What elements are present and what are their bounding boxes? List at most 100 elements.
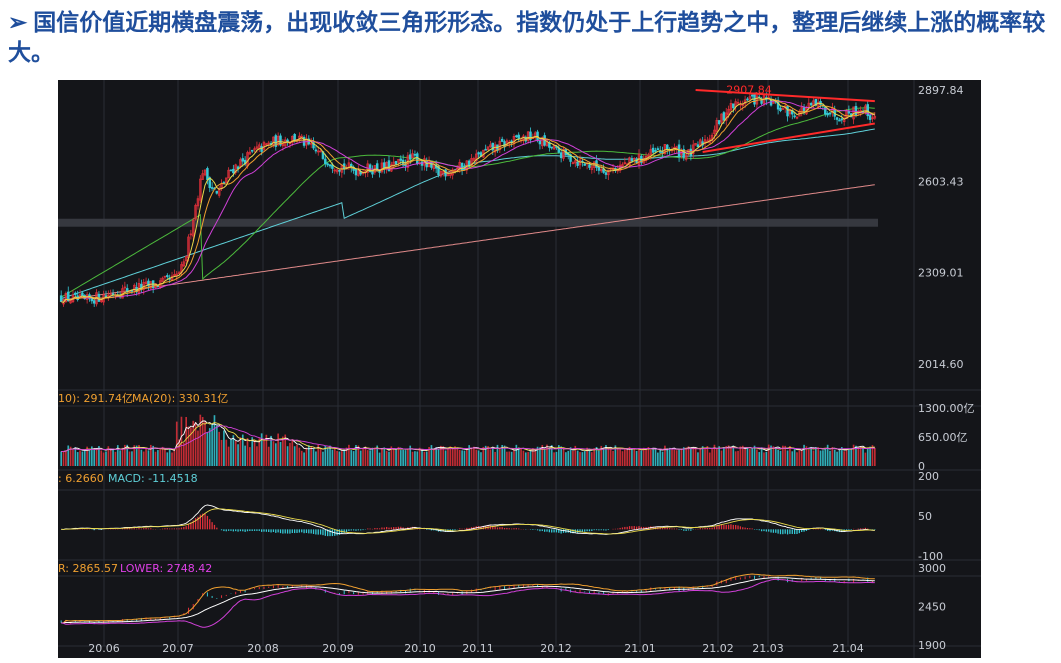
volume-bar bbox=[605, 445, 607, 466]
volume-bar bbox=[371, 447, 374, 466]
price-axis-label: 2897.84 bbox=[918, 84, 964, 97]
volume-bar bbox=[138, 444, 140, 466]
candle-body bbox=[217, 188, 221, 196]
volume-bar bbox=[730, 446, 732, 466]
candle-body bbox=[293, 134, 296, 141]
volume-bar bbox=[484, 445, 487, 466]
volume-bar bbox=[833, 449, 836, 466]
volume-bar bbox=[60, 451, 63, 466]
candle-body bbox=[74, 292, 77, 295]
volume-bar bbox=[543, 449, 546, 466]
candle-body bbox=[380, 162, 384, 173]
volume-bar bbox=[152, 445, 154, 466]
volume-bar bbox=[220, 439, 223, 466]
volume-bar bbox=[149, 444, 152, 466]
volume-bar bbox=[510, 451, 513, 466]
candle-body bbox=[583, 163, 586, 166]
candle-body bbox=[628, 157, 631, 166]
volume-bar bbox=[227, 446, 230, 466]
candle-body bbox=[824, 106, 827, 115]
volume-bar bbox=[822, 450, 824, 466]
volume-bar bbox=[232, 435, 235, 466]
candle-body bbox=[335, 169, 339, 173]
volume-bar bbox=[359, 450, 362, 466]
volume-bar bbox=[93, 448, 96, 466]
candle-body bbox=[682, 149, 686, 158]
volume-bar bbox=[440, 445, 442, 466]
volume-bar bbox=[159, 449, 162, 466]
boll-lower-line bbox=[61, 578, 875, 628]
volume-bar bbox=[857, 447, 860, 466]
volume-bar bbox=[326, 448, 329, 466]
volume-bar bbox=[713, 444, 716, 466]
volume-bar bbox=[480, 452, 482, 466]
volume-bar bbox=[812, 450, 815, 466]
high-annotation: 2907.84 bbox=[726, 84, 772, 97]
candle-body bbox=[387, 160, 391, 171]
candle-body bbox=[696, 144, 700, 148]
volume-bar bbox=[171, 452, 173, 466]
volume-bar bbox=[383, 447, 386, 466]
volume-bar bbox=[621, 451, 624, 466]
volume-bar bbox=[520, 447, 522, 466]
volume-bar bbox=[109, 448, 112, 466]
boll-axis-label: 3000 bbox=[918, 562, 946, 575]
volume-bar bbox=[501, 445, 504, 466]
volume-bar bbox=[256, 446, 258, 466]
volume-bar bbox=[496, 444, 499, 466]
candle-body bbox=[62, 302, 65, 305]
candle-body bbox=[590, 166, 594, 170]
candle-body bbox=[229, 169, 233, 172]
volume-bar bbox=[539, 447, 541, 466]
volume-bar bbox=[79, 450, 81, 466]
candle-body bbox=[427, 161, 431, 167]
candle-body bbox=[654, 150, 657, 152]
volume-bar bbox=[779, 450, 782, 466]
volume-bar bbox=[635, 451, 638, 466]
volume-bar bbox=[517, 447, 520, 466]
volume-bar bbox=[682, 447, 685, 466]
x-axis-label: 21.04 bbox=[832, 642, 864, 655]
candle-body bbox=[538, 140, 542, 145]
volume-bar bbox=[338, 451, 341, 466]
candle-body bbox=[184, 255, 188, 262]
x-axis-label: 20.09 bbox=[322, 642, 354, 655]
volume-bar bbox=[628, 446, 631, 466]
candle-body bbox=[439, 171, 443, 177]
candle-body bbox=[133, 284, 136, 291]
candle-body bbox=[319, 150, 322, 153]
candle-body bbox=[69, 300, 72, 304]
candle-body bbox=[574, 160, 577, 164]
candle-body bbox=[161, 277, 164, 282]
candle-body bbox=[201, 173, 204, 180]
volume-bar bbox=[869, 446, 871, 466]
volume-bar bbox=[237, 444, 239, 466]
candle-body bbox=[316, 150, 320, 153]
volume-bar bbox=[350, 450, 353, 466]
volume-bar bbox=[685, 447, 687, 466]
volume-bar bbox=[376, 445, 379, 466]
candle-body bbox=[241, 158, 245, 162]
candle-body bbox=[394, 161, 398, 165]
candle-body bbox=[748, 96, 752, 100]
volume-bar bbox=[692, 446, 695, 466]
candle-body bbox=[477, 152, 480, 155]
volume-bar bbox=[624, 449, 626, 466]
candle-body bbox=[248, 151, 252, 155]
volume-bar bbox=[168, 448, 171, 466]
x-axis-label: 20.12 bbox=[540, 642, 572, 655]
volume-bar bbox=[666, 448, 669, 466]
volume-bar bbox=[88, 450, 91, 466]
candle-body bbox=[232, 168, 235, 174]
volume-bar bbox=[838, 450, 841, 466]
volume-bar bbox=[187, 426, 190, 466]
volume-bar bbox=[336, 451, 338, 466]
volume-bar bbox=[418, 447, 421, 466]
candle-body bbox=[838, 119, 841, 122]
volume-bar bbox=[246, 438, 249, 466]
volume-bar bbox=[319, 448, 322, 466]
volume-bar bbox=[388, 451, 390, 466]
volume-bar bbox=[642, 447, 645, 466]
volume-bar bbox=[491, 446, 494, 466]
volume-bar bbox=[817, 447, 820, 466]
